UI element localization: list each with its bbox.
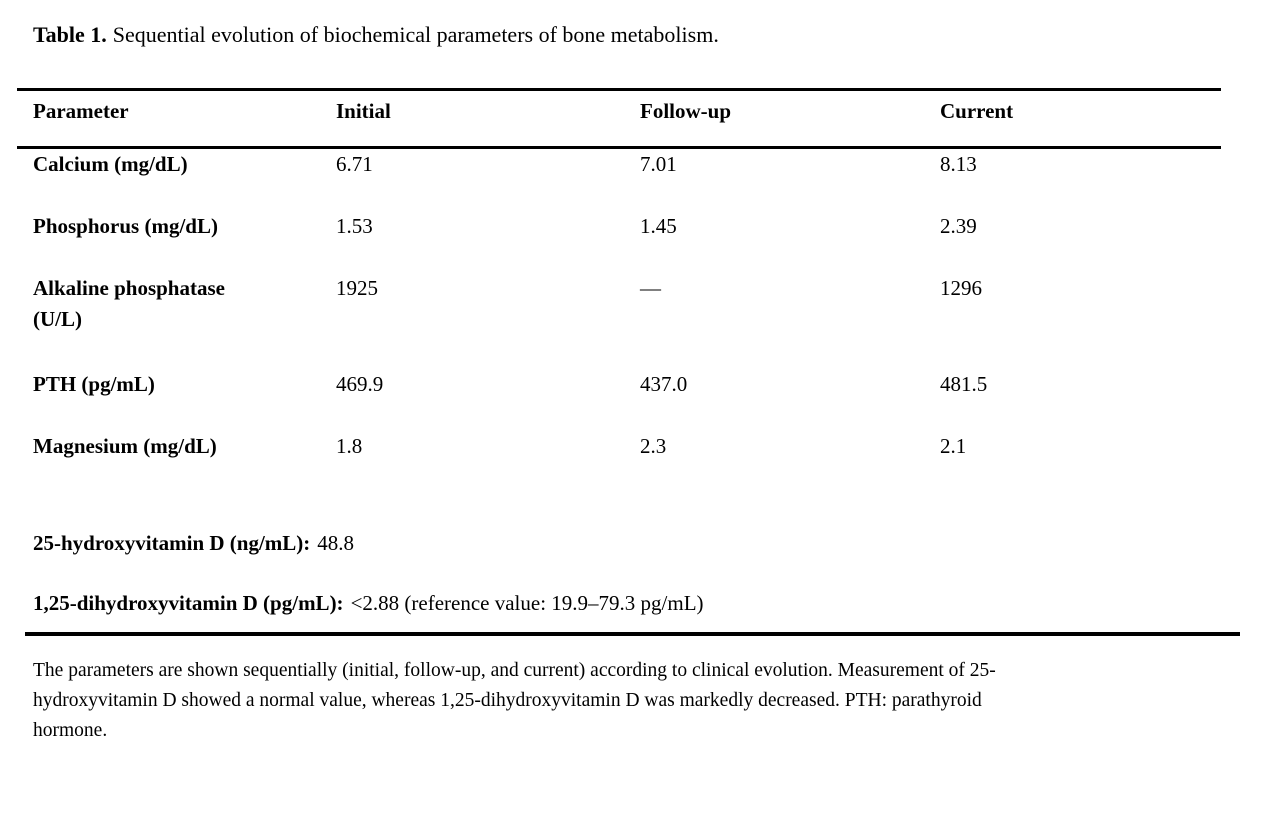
table-caption-label: Table 1. bbox=[33, 22, 107, 47]
cell-initial: 6.71 bbox=[336, 152, 373, 176]
cell-parameter: Calcium (mg/dL) bbox=[33, 152, 188, 176]
paper-page: Table 1. Sequential evolution of biochemi… bbox=[0, 20, 1270, 819]
footnote-line: hydroxyvitamin D showed a normal value, … bbox=[33, 690, 982, 711]
supplementary-row-25-hydroxyvitamin-d: 25-hydroxyvitamin D (ng/mL): 48.8 bbox=[17, 528, 1221, 559]
table-header-row: Parameter Initial Follow-up Current bbox=[17, 91, 1221, 149]
table-caption-text: Sequential evolution of biochemical para… bbox=[112, 22, 719, 47]
cell-initial: 469.9 bbox=[336, 372, 384, 396]
cell-parameter: PTH (pg/mL) bbox=[33, 372, 155, 396]
supplementary-row-value: 48.8 bbox=[317, 531, 355, 555]
cell-current: 2.1 bbox=[940, 434, 967, 458]
table-row: Calcium (mg/dL) 6.71 7.01 8.13 bbox=[17, 149, 1221, 180]
column-header-current: Current bbox=[940, 99, 1014, 123]
cell-initial: 1925 bbox=[336, 276, 378, 300]
cell-initial: 1.53 bbox=[336, 214, 373, 238]
supplementary-row-1-25-dihydroxyvitamin-d: 1,25-dihydroxyvitamin D (pg/mL): <2.88 (r… bbox=[17, 588, 1221, 619]
column-header-parameter: Parameter bbox=[33, 99, 129, 123]
cell-parameter: Phosphorus (mg/dL) bbox=[33, 214, 218, 238]
column-header-follow-up: Follow-up bbox=[640, 99, 732, 123]
biochemical-parameters-table: Parameter Initial Follow-up Current Calc… bbox=[17, 88, 1240, 636]
supplementary-row-label: 1,25-dihydroxyvitamin D (pg/mL): bbox=[33, 591, 344, 615]
cell-current: 481.5 bbox=[940, 372, 988, 396]
table-row: Alkaline phosphatase (U/L) 1925 — 1296 bbox=[17, 273, 1221, 335]
table-footnote: The parameters are shown sequentially (i… bbox=[33, 656, 1255, 746]
table-caption: Table 1. Sequential evolution of biochemi… bbox=[33, 20, 1270, 50]
cell-follow-up: 7.01 bbox=[640, 152, 677, 176]
supplementary-row-value: <2.88 (reference value: 19.9–79.3 pg/mL) bbox=[350, 591, 704, 615]
footnote-line: The parameters are shown sequentially (i… bbox=[33, 660, 996, 681]
cell-initial: 1.8 bbox=[336, 434, 363, 458]
cell-parameter: Alkaline phosphatase (U/L) bbox=[33, 276, 225, 331]
cell-current: 8.13 bbox=[940, 152, 977, 176]
supplementary-row-label: 25-hydroxyvitamin D (ng/mL): bbox=[33, 531, 311, 555]
cell-current: 1296 bbox=[940, 276, 982, 300]
table-row: PTH (pg/mL) 469.9 437.0 481.5 bbox=[17, 369, 1221, 400]
cell-follow-up: 1.45 bbox=[640, 214, 677, 238]
footnote-line: hormone. bbox=[33, 720, 108, 741]
cell-follow-up: 2.3 bbox=[640, 434, 667, 458]
table-row: Magnesium (mg/dL) 1.8 2.3 2.1 bbox=[17, 431, 1221, 462]
column-header-initial: Initial bbox=[336, 99, 391, 123]
cell-parameter: Magnesium (mg/dL) bbox=[33, 434, 217, 458]
table-row: Phosphorus (mg/dL) 1.53 1.45 2.39 bbox=[17, 211, 1221, 242]
cell-follow-up: 437.0 bbox=[640, 372, 688, 396]
cell-follow-up: — bbox=[640, 276, 661, 300]
table-bottom-rule bbox=[25, 632, 1240, 636]
cell-current: 2.39 bbox=[940, 214, 977, 238]
